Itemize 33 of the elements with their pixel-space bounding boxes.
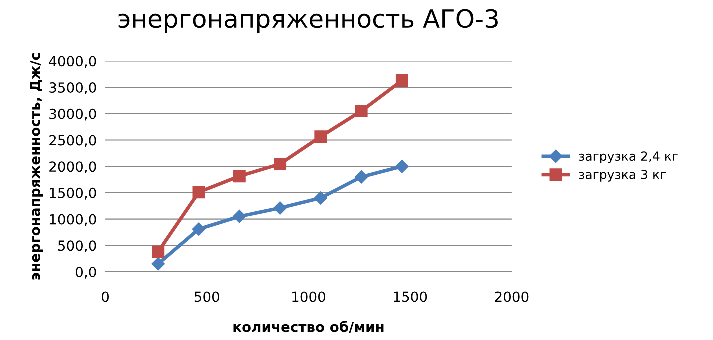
point: [354, 170, 368, 184]
y-tick-label: 500,0: [58, 240, 96, 253]
point: [192, 186, 206, 199]
point: [192, 222, 206, 236]
point: [396, 74, 408, 87]
y-tick-label: 3000,0: [50, 108, 96, 121]
chart-title: энергонапряженность АГО-3: [118, 9, 498, 34]
point: [233, 170, 246, 183]
x-tick-label: 2000: [495, 292, 529, 302]
legend-label: загрузка 3 кг: [579, 170, 666, 182]
x-tick-label: 1500: [394, 292, 428, 302]
y-tick-label: 4000,0: [49, 56, 96, 68]
y-tick-label: 2500,0: [50, 135, 96, 148]
y-tick-label: 0,0: [76, 266, 96, 279]
x-tick-label: 0: [102, 292, 110, 302]
point: [355, 105, 368, 118]
x-tick-label: 1000: [292, 292, 326, 302]
point: [396, 160, 409, 174]
x-axis-title: количество об/мин: [234, 321, 384, 334]
y-tick-label: 2000,0: [50, 162, 96, 174]
point: [274, 202, 287, 215]
y-tick-label: 1500,0: [50, 188, 96, 200]
point: [274, 158, 287, 170]
point: [152, 246, 165, 258]
point: [152, 258, 165, 271]
legend-label: загрузка 2,4 кг: [579, 152, 678, 164]
point: [233, 210, 246, 224]
point: [314, 130, 328, 144]
y-tick-label: 3500,0: [50, 82, 96, 94]
y-tick-label: 1000,0: [50, 214, 96, 226]
point: [314, 192, 328, 205]
y-axis-title: энергонапряженность, Дж/с: [30, 54, 44, 280]
x-tick-label: 500: [194, 292, 220, 302]
